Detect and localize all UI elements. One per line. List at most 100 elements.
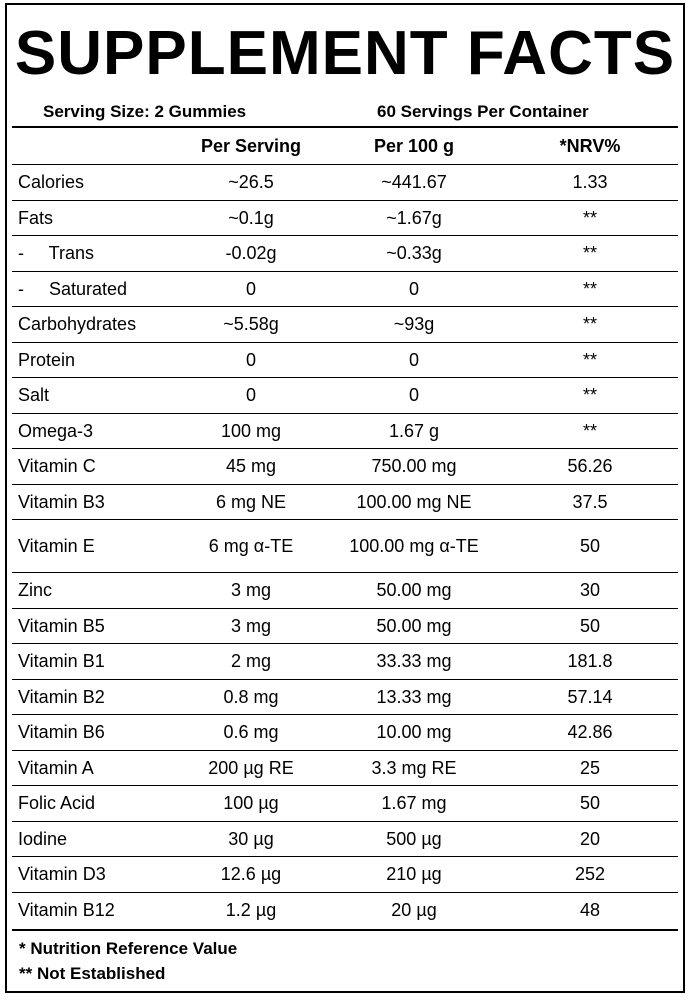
per-serving-value: 0.8 mg bbox=[176, 679, 326, 715]
footnotes: * Nutrition Reference Value ** Not Estab… bbox=[19, 936, 237, 986]
nutrient-name: Vitamin B6 bbox=[12, 714, 176, 751]
supplement-facts-panel: SUPPLEMENT FACTS Serving Size: 2 Gummies… bbox=[5, 3, 685, 993]
nrv-value: 57.14 bbox=[502, 679, 678, 715]
per-100g-value: 100.00 mg α-TE bbox=[326, 519, 502, 573]
table-row: - Saturated 0 0 ** bbox=[12, 271, 678, 307]
table-row: - Trans -0.02g ~0.33g ** bbox=[12, 235, 678, 272]
nrv-value: 50 bbox=[502, 519, 678, 573]
per-serving-value: 12.6 µg bbox=[176, 856, 326, 893]
per-100g-value: 210 µg bbox=[326, 856, 502, 893]
per-serving-value: 1.2 µg bbox=[225, 899, 277, 920]
table-row: Vitamin B5 3 mg 50.00 mg 50 bbox=[12, 608, 678, 644]
table-row: Vitamin B2 0.8 mg 13.33 mg 57.14 bbox=[12, 679, 678, 715]
nutrient-name: Salt bbox=[12, 377, 176, 414]
table-row: Folic Acid 100 µg 1.67 mg 50 bbox=[12, 785, 678, 822]
nutrient-name: Folic Acid bbox=[12, 785, 176, 822]
table-row: Iodine 30 µg 500 µg 20 bbox=[12, 821, 678, 857]
per-serving-value: 6 mg NE bbox=[176, 484, 326, 520]
table-row: Vitamin D3 12.6 µg 210 µg 252 bbox=[12, 856, 678, 893]
nrv-value: 25 bbox=[502, 750, 678, 786]
column-header-nrv: *NRV% bbox=[502, 129, 678, 165]
nutrient-name: Carbohydrates bbox=[12, 306, 176, 343]
per-serving-value: 2 mg bbox=[176, 643, 326, 680]
table-row: Protein 0 0 ** bbox=[12, 342, 678, 378]
nutrient-name: - Trans bbox=[12, 235, 176, 272]
footnote-nrv: * Nutrition Reference Value bbox=[19, 939, 238, 958]
per-100g-value: 33.33 mg bbox=[326, 643, 502, 680]
table-row: Salt 0 0 ** bbox=[12, 377, 678, 414]
table-row: Vitamin B3 6 mg NE 100.00 mg NE 37.5 bbox=[12, 484, 678, 520]
nutrient-name: - Saturated bbox=[12, 271, 176, 307]
table-row: Vitamin B12 1.2 µg 20 µg 48 bbox=[12, 892, 678, 927]
nrv-value: 30 bbox=[502, 572, 678, 609]
table-row: Carbohydrates ~5.58g ~93g ** bbox=[12, 306, 678, 343]
nutrient-name: Calories bbox=[12, 164, 176, 201]
nutrient-name: Vitamin B3 bbox=[12, 484, 176, 520]
panel-title: SUPPLEMENT FACTS bbox=[14, 19, 676, 88]
column-header-per-serving: Per Serving bbox=[176, 129, 326, 165]
nrv-value: ** bbox=[502, 306, 678, 343]
nutrient-name: Vitamin B2 bbox=[12, 679, 176, 715]
nutrition-table: Per Serving Per 100 g *NRV% Calories ~26.… bbox=[12, 129, 678, 927]
per-serving-value: 100 µg bbox=[176, 785, 326, 822]
nrv-value: 42.86 bbox=[502, 714, 678, 751]
nrv-value: ** bbox=[502, 200, 678, 236]
nrv-value: ** bbox=[502, 342, 678, 378]
per-serving-value: ~26.5 bbox=[176, 164, 326, 201]
per-100g-value: 0 bbox=[326, 271, 502, 307]
table-row: Vitamin B1 2 mg 33.33 mg 181.8 bbox=[12, 643, 678, 680]
per-serving-value: 0 bbox=[176, 377, 326, 414]
per-100g-value: ~1.67g bbox=[326, 200, 502, 236]
table-row: Vitamin A 200 µg RE 3.3 mg RE 25 bbox=[12, 750, 678, 786]
table-header-row: Per Serving Per 100 g *NRV% bbox=[12, 129, 678, 165]
footnote-not-established: ** Not Established bbox=[19, 964, 166, 983]
per-serving-value: 100 mg bbox=[176, 413, 326, 449]
nrv-value: 20 bbox=[502, 821, 678, 857]
per-100g-value: 0 bbox=[326, 342, 502, 378]
nrv-value: 48 bbox=[579, 899, 601, 920]
table-row: Omega-3 100 mg 1.67 g ** bbox=[12, 413, 678, 449]
per-100g-value: 1.67 mg bbox=[326, 785, 502, 822]
serving-info: Serving Size: 2 Gummies 60 Servings Per … bbox=[7, 98, 683, 126]
per-100g-value: ~93g bbox=[326, 306, 502, 343]
per-100g-value: ~441.67 bbox=[326, 164, 502, 201]
per-100g-value: 50.00 mg bbox=[326, 608, 502, 644]
nutrient-name: Vitamin D3 bbox=[12, 856, 176, 893]
per-100g-value: 500 µg bbox=[326, 821, 502, 857]
per-100g-value: 20 µg bbox=[391, 899, 437, 920]
column-header-per-100g: Per 100 g bbox=[326, 129, 502, 165]
servings-per-container: 60 Servings Per Container bbox=[377, 102, 589, 121]
nutrient-name: Vitamin A bbox=[12, 750, 176, 786]
per-serving-value: -0.02g bbox=[176, 235, 326, 272]
nutrient-name: Vitamin B5 bbox=[12, 608, 176, 644]
per-serving-value: 200 µg RE bbox=[176, 750, 326, 786]
table-row: Calories ~26.5 ~441.67 1.33 bbox=[12, 164, 678, 201]
nutrient-name: Vitamin B1 bbox=[12, 643, 176, 680]
per-serving-value: 3 mg bbox=[176, 608, 326, 644]
per-serving-value: 0 bbox=[176, 342, 326, 378]
per-100g-value: 10.00 mg bbox=[326, 714, 502, 751]
column-header-nutrient bbox=[12, 129, 176, 165]
nutrient-name: Protein bbox=[12, 342, 176, 378]
per-serving-value: 3 mg bbox=[176, 572, 326, 609]
nutrient-name: Vitamin C bbox=[12, 448, 176, 485]
per-serving-value: ~0.1g bbox=[176, 200, 326, 236]
nrv-value: 252 bbox=[502, 856, 678, 893]
per-100g-value: 50.00 mg bbox=[326, 572, 502, 609]
per-100g-value: 750.00 mg bbox=[326, 448, 502, 485]
per-serving-value: ~5.58g bbox=[176, 306, 326, 343]
nutrient-name: Fats bbox=[12, 200, 176, 236]
table-row: Zinc 3 mg 50.00 mg 30 bbox=[12, 572, 678, 609]
nutrient-name: Omega-3 bbox=[12, 413, 176, 449]
nrv-value: 37.5 bbox=[502, 484, 678, 520]
table-row: Vitamin B6 0.6 mg 10.00 mg 42.86 bbox=[12, 714, 678, 751]
nrv-value: 56.26 bbox=[502, 448, 678, 485]
per-serving-value: 30 µg bbox=[176, 821, 326, 857]
nrv-value: 181.8 bbox=[502, 643, 678, 680]
serving-size: Serving Size: 2 Gummies bbox=[43, 102, 247, 121]
per-serving-value: 6 mg α-TE bbox=[176, 519, 326, 573]
nrv-value: ** bbox=[502, 235, 678, 272]
table-row: Fats ~0.1g ~1.67g ** bbox=[12, 200, 678, 236]
per-100g-value: 0 bbox=[326, 377, 502, 414]
